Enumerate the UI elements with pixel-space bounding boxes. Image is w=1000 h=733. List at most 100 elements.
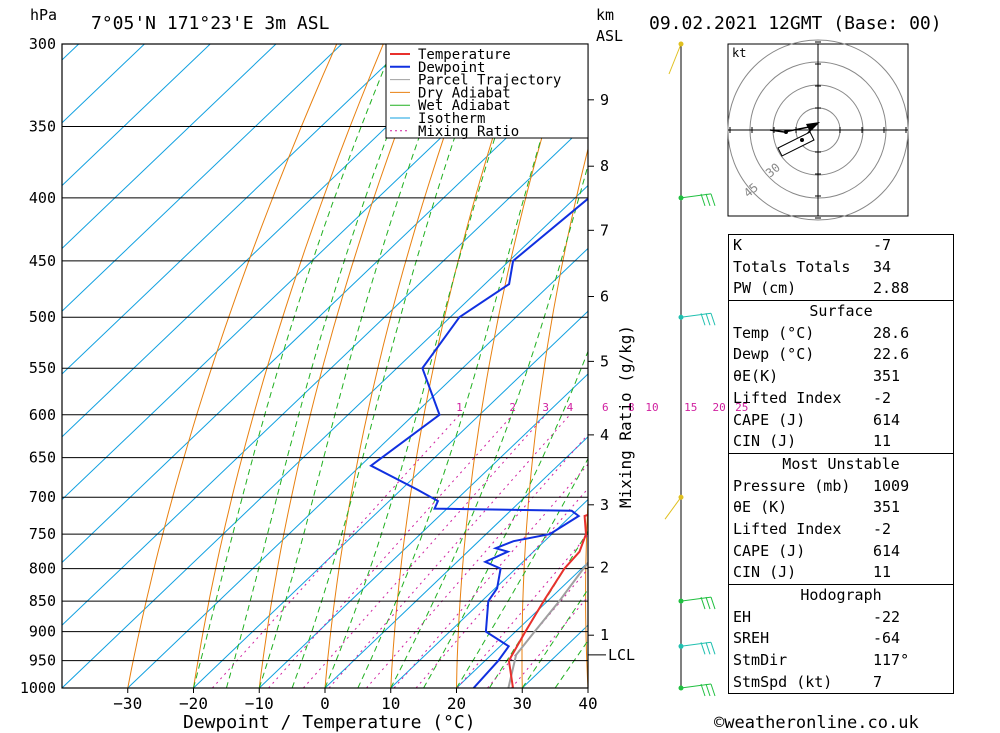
index-row: θE (K) 351 xyxy=(729,497,953,519)
index-row: Pressure (mb) 1009 xyxy=(729,476,953,498)
km-tick-label: 9 xyxy=(600,91,609,109)
index-label: CIN (J) xyxy=(733,563,797,582)
index-value: 28.6 xyxy=(873,323,910,342)
pressure-tick-label: 600 xyxy=(29,406,56,424)
index-row: PW (cm) 2.88 xyxy=(729,278,953,300)
index-value: -64 xyxy=(873,629,901,648)
dry-adiabat-line xyxy=(127,44,338,688)
wind-barb-flag xyxy=(710,193,716,207)
pressure-tick-label: 450 xyxy=(29,252,56,270)
index-value: 7 xyxy=(873,672,883,691)
isotherm-line xyxy=(127,247,588,688)
x-tick-label: 10 xyxy=(381,694,400,713)
index-row: CAPE (J) 614 xyxy=(729,541,953,563)
index-value: -7 xyxy=(873,236,892,254)
index-label: Lifted Index xyxy=(733,388,842,407)
index-row: SREH -64 xyxy=(729,628,953,650)
index-value: 2.88 xyxy=(873,279,910,298)
index-row: CAPE (J) 614 xyxy=(729,410,953,432)
wind-barb-flag xyxy=(700,193,706,207)
mixing-ratio-line xyxy=(511,595,588,688)
index-value: 117° xyxy=(873,651,910,670)
isotherm-line xyxy=(62,44,474,438)
pressure-tick-label: 950 xyxy=(29,652,56,670)
hodograph-section: Hodograph EH -22 SREH -64 StmDir 117° StmSpd (k… xyxy=(728,585,954,695)
wind-barb-flag xyxy=(705,683,711,697)
legend-entry: Dry Adiabat xyxy=(418,85,511,101)
mixing-ratio-line xyxy=(393,463,588,688)
mixing-ratio-line xyxy=(268,414,514,688)
mixing-ratio-line xyxy=(303,414,547,688)
isotherm-line xyxy=(62,44,211,187)
mixing-ratio-label: 4 xyxy=(567,401,574,414)
dry-adiabat-line xyxy=(585,493,588,688)
wind-barbs xyxy=(664,41,716,697)
km-tick-label: 5 xyxy=(600,352,609,370)
height-unit-asl: ASL xyxy=(596,27,623,45)
isotherm-line xyxy=(62,44,408,375)
section-title: Surface xyxy=(809,302,873,321)
mixing-ratio-label: 3 xyxy=(542,401,549,414)
wind-barb-flag xyxy=(700,683,706,697)
index-label: Lifted Index xyxy=(733,519,842,538)
index-value: 34 xyxy=(873,257,892,276)
isotherm-line xyxy=(456,561,588,688)
lcl-label: LCL xyxy=(608,646,635,664)
index-value: 22.6 xyxy=(873,345,910,364)
legend-entry: Mixing Ratio xyxy=(418,124,519,140)
wind-barb-flag xyxy=(700,313,706,326)
mixing-ratio-label: 25 xyxy=(735,401,748,414)
parcel-trajectory-line xyxy=(507,561,588,688)
index-value: 1009 xyxy=(873,476,910,495)
index-label: CAPE (J) xyxy=(733,410,806,429)
index-row: Lifted Index -2 xyxy=(729,388,953,410)
index-label: CIN (J) xyxy=(733,432,797,451)
isotherm-line xyxy=(62,44,277,250)
index-value: 351 xyxy=(873,367,901,386)
km-tick-label: 8 xyxy=(600,157,609,175)
index-row: Temp (°C) 28.6 xyxy=(729,323,953,345)
isotherm-line xyxy=(62,44,145,124)
height-unit: km xyxy=(596,6,614,24)
mixing-ratio-label: 20 xyxy=(713,401,726,414)
indices-panel: K -7 Totals Totals 34 PW (cm) 2.88 Surface Tem… xyxy=(728,234,954,695)
pressure-tick-label: 800 xyxy=(29,560,56,578)
most-unstable-section: Most Unstable Pressure (mb) 1009 θE (K) 351 L… xyxy=(728,453,954,585)
pressure-tick-label: 500 xyxy=(29,308,56,326)
dry-adiabat-line xyxy=(981,44,1000,688)
isotherm-line xyxy=(62,44,343,312)
mixing-ratio-label: 8 xyxy=(628,401,635,414)
index-row: K -7 xyxy=(729,235,953,257)
index-row: Totals Totals 34 xyxy=(729,257,953,279)
index-row: Dewp (°C) 22.6 xyxy=(729,344,953,366)
pressure-tick-label: 550 xyxy=(29,359,56,377)
mixing-ratio-line xyxy=(366,433,588,688)
x-tick-label: 20 xyxy=(447,694,466,713)
wind-barb-flag xyxy=(705,642,711,655)
wind-barb-flag xyxy=(710,683,716,697)
copyright: ©weatheronline.co.uk xyxy=(714,713,919,733)
isotherm-line xyxy=(390,498,588,688)
isotherm-line xyxy=(62,122,588,626)
index-label: Totals Totals xyxy=(733,257,851,276)
index-label: SREH xyxy=(733,629,770,648)
isotherm-line xyxy=(62,184,588,688)
index-row: θE(K) 351 xyxy=(729,366,953,388)
km-tick-label: 2 xyxy=(600,558,609,576)
isotherm-line xyxy=(324,436,588,688)
x-tick-label: −10 xyxy=(245,694,274,713)
x-tick-label: −20 xyxy=(179,694,208,713)
legend-box xyxy=(385,43,589,139)
index-value: -22 xyxy=(873,607,901,626)
pressure-tick-label: 750 xyxy=(29,525,56,543)
index-label: Dewp (°C) xyxy=(733,345,815,364)
km-tick-label: 4 xyxy=(600,426,609,444)
index-value: 614 xyxy=(873,541,901,560)
wind-barb-flag xyxy=(700,596,706,610)
section-title: Hodograph xyxy=(800,586,882,604)
wind-barb-flag xyxy=(710,596,716,610)
x-tick-label: 0 xyxy=(320,694,330,713)
